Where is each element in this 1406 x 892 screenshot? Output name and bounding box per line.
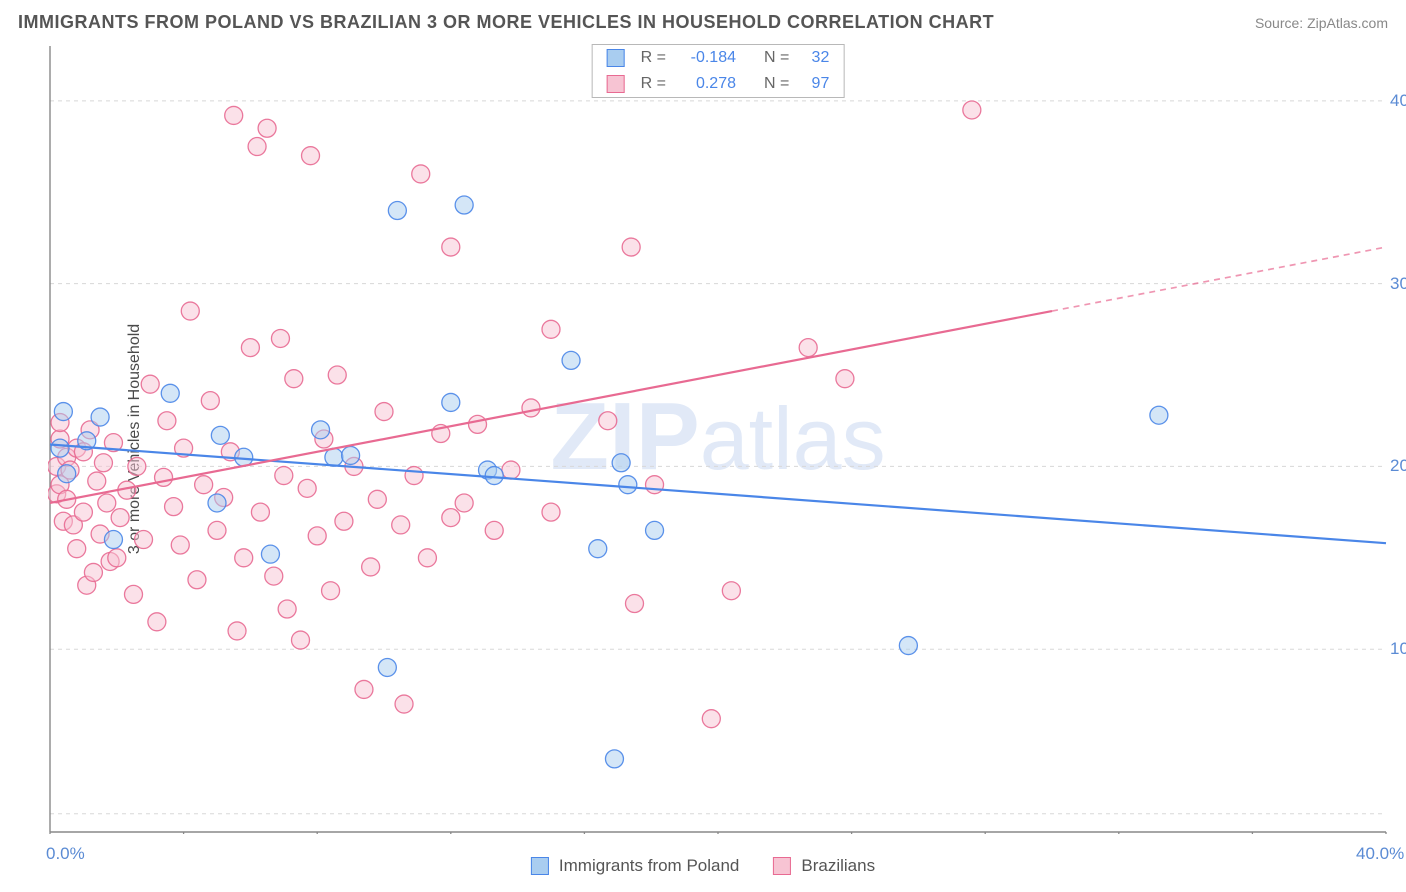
legend-label: Immigrants from Poland bbox=[559, 856, 739, 876]
legend-label: Brazilians bbox=[801, 856, 875, 876]
y-tick-label: 10.0% bbox=[1390, 639, 1406, 659]
scatter-plot bbox=[48, 44, 1388, 834]
chart-header: IMMIGRANTS FROM POLAND VS BRAZILIAN 3 OR… bbox=[0, 0, 1406, 43]
legend-swatch bbox=[607, 75, 625, 93]
x-tick-label: 0.0% bbox=[46, 844, 85, 864]
legend-item: Brazilians bbox=[773, 856, 875, 876]
n-label: N = bbox=[764, 75, 789, 93]
r-value: 0.278 bbox=[676, 75, 736, 93]
series-legend: Immigrants from Poland Brazilians bbox=[531, 856, 875, 876]
legend-swatch bbox=[607, 49, 625, 67]
stats-legend-row: R = 0.278 N = 97 bbox=[593, 71, 844, 97]
x-tick-label: 40.0% bbox=[1356, 844, 1404, 864]
stats-legend-row: R = -0.184 N = 32 bbox=[593, 45, 844, 71]
r-value: -0.184 bbox=[676, 49, 736, 67]
y-tick-label: 20.0% bbox=[1390, 456, 1406, 476]
chart-area: 3 or more Vehicles in Household ZIPatlas… bbox=[48, 44, 1388, 834]
r-label: R = bbox=[641, 75, 666, 93]
y-tick-label: 40.0% bbox=[1390, 91, 1406, 111]
legend-swatch bbox=[531, 857, 549, 875]
legend-item: Immigrants from Poland bbox=[531, 856, 739, 876]
chart-title: IMMIGRANTS FROM POLAND VS BRAZILIAN 3 OR… bbox=[18, 12, 994, 33]
stats-legend: R = -0.184 N = 32 R = 0.278 N = 97 bbox=[592, 44, 845, 98]
r-label: R = bbox=[641, 49, 666, 67]
n-value: 97 bbox=[799, 75, 829, 93]
n-value: 32 bbox=[799, 49, 829, 67]
chart-source: Source: ZipAtlas.com bbox=[1255, 15, 1388, 31]
n-label: N = bbox=[764, 49, 789, 67]
y-tick-label: 30.0% bbox=[1390, 274, 1406, 294]
legend-swatch bbox=[773, 857, 791, 875]
